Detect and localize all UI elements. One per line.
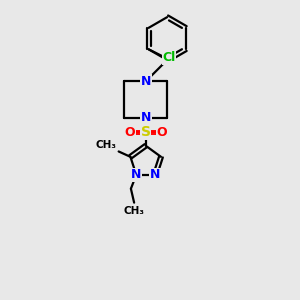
Text: O: O bbox=[157, 126, 167, 139]
Text: N: N bbox=[150, 168, 160, 181]
Text: CH₃: CH₃ bbox=[124, 206, 145, 216]
Text: Cl: Cl bbox=[162, 51, 176, 64]
Text: N: N bbox=[140, 75, 151, 88]
Text: N: N bbox=[131, 168, 142, 181]
Text: S: S bbox=[141, 125, 151, 139]
Text: O: O bbox=[124, 126, 135, 139]
Text: CH₃: CH₃ bbox=[96, 140, 117, 150]
Text: N: N bbox=[140, 111, 151, 124]
Text: N: N bbox=[140, 75, 151, 88]
